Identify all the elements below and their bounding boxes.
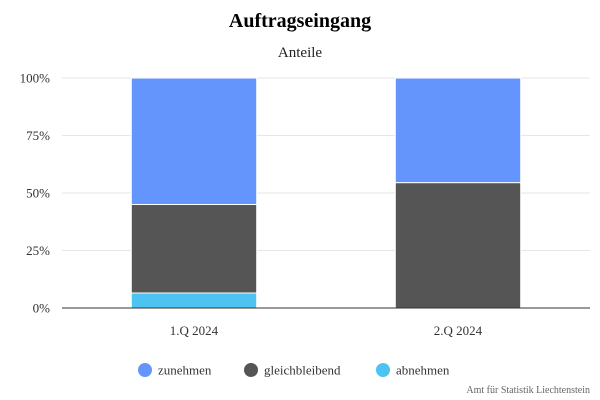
legend-item-zunehmen[interactable]: zunehmen [138, 363, 212, 378]
legend-label: gleichbleibend [264, 363, 341, 378]
y-tick-label: 100% [20, 71, 51, 86]
legend-item-gleichbleibend[interactable]: gleichbleibend [244, 363, 341, 378]
legend: zunehmen gleichbleibend abnehmen [138, 363, 450, 378]
y-tick-label: 0% [33, 301, 51, 316]
y-tick-label: 50% [26, 186, 50, 201]
legend-swatch [244, 363, 258, 377]
y-tick-label: 75% [26, 128, 50, 143]
chart-title: Auftragseingang [229, 10, 371, 32]
legend-item-abnehmen[interactable]: abnehmen [376, 363, 450, 378]
x-tick-label: 2.Q 2024 [434, 323, 483, 338]
bar-gleichbleibend-1[interactable] [130, 204, 258, 294]
bar-zunehmen-1[interactable] [130, 77, 258, 205]
legend-label: zunehmen [158, 363, 212, 378]
x-tick-label: 1.Q 2024 [170, 323, 219, 338]
bar-gleichbleibend-2[interactable] [394, 182, 522, 309]
bar-zunehmen-2[interactable] [394, 77, 522, 184]
bar-abnehmen-1[interactable] [130, 292, 258, 309]
y-tick-label: 25% [26, 243, 50, 258]
chart-subtitle: Anteile [278, 45, 322, 61]
legend-swatch [138, 363, 152, 377]
chart-credits[interactable]: Amt für Statistik Liechtenstein [466, 385, 590, 396]
legend-label: abnehmen [396, 363, 450, 378]
bars [130, 77, 522, 309]
legend-swatch [376, 363, 390, 377]
axes: 0% 25% 50% 75% 100% 1.Q 2024 2.Q 2024 [20, 71, 590, 338]
